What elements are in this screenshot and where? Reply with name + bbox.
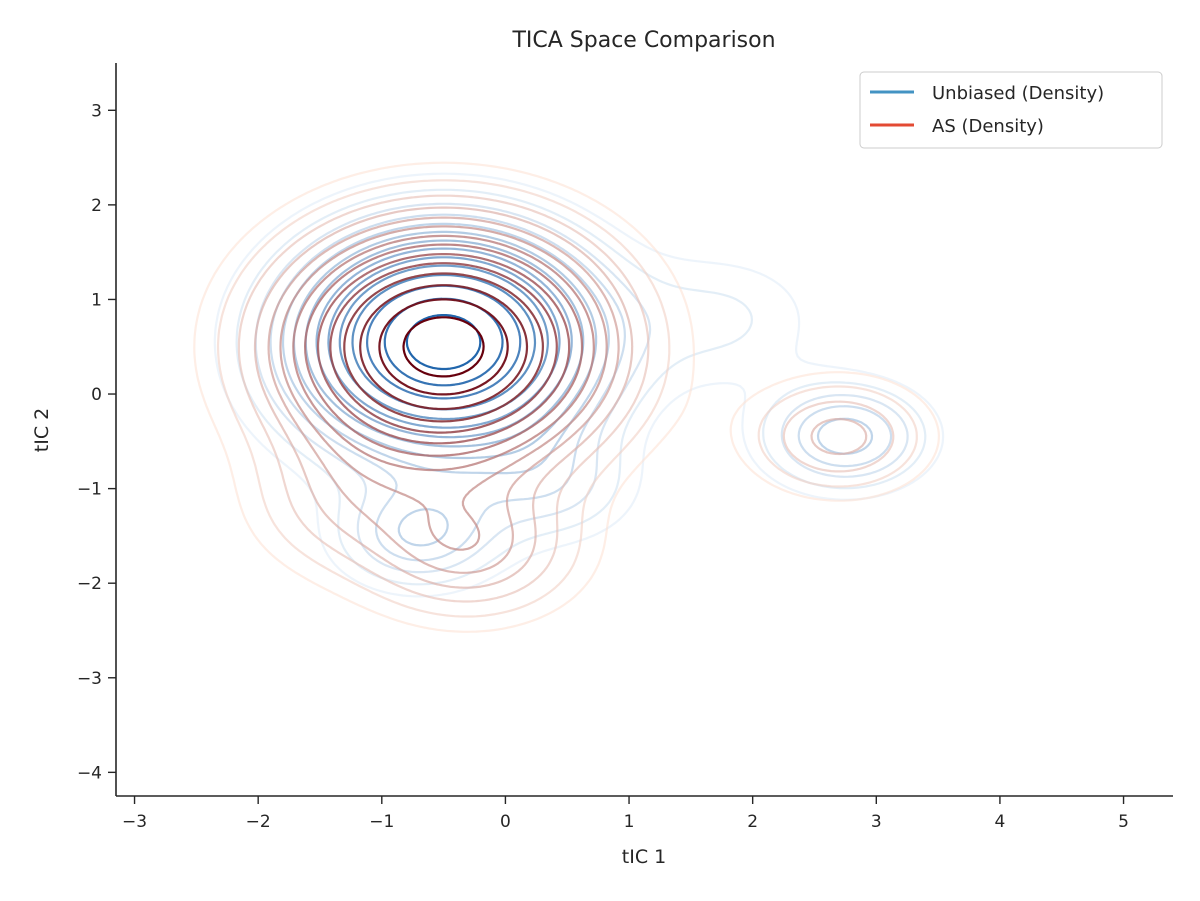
- contour-layer: [193, 161, 945, 633]
- contour-as-level-12: [378, 298, 509, 396]
- contour-as-level-11: [359, 284, 529, 411]
- contour-as-level-6: [292, 234, 595, 472]
- legend-label-unbiased: Unbiased (Density): [932, 83, 1104, 104]
- legend-label-as: AS (Density): [932, 116, 1044, 137]
- y-tick-label: 3: [91, 101, 102, 121]
- x-tick-label: 2: [747, 812, 758, 832]
- y-tick-label: −1: [77, 480, 102, 500]
- y-tick-label: 2: [91, 196, 102, 216]
- legend-box: [859, 71, 1163, 149]
- legend: Unbiased (Density) AS (Density): [859, 71, 1163, 149]
- x-tick-label: 5: [1118, 812, 1129, 832]
- x-ticks: −3 −2 −1 0 1 2 3 4 5: [122, 796, 1129, 832]
- contour-as-level-7: [304, 243, 584, 457]
- contour-as-level-10: [343, 272, 544, 423]
- contour-as-level-2: [237, 194, 895, 603]
- y-ticks: −4 −3 −2 −1 0 1 2 3: [77, 101, 116, 783]
- contour-as-level-1: [216, 179, 918, 618]
- contour-unbiased-level-3: [269, 213, 893, 562]
- y-tick-label: 0: [91, 385, 102, 405]
- contour-as-level-5: [279, 225, 608, 551]
- y-tick-label: 1: [91, 290, 102, 310]
- contour-as-level-8: [316, 253, 571, 445]
- contour-as-level-0: [193, 161, 940, 633]
- y-tick-label: −4: [77, 763, 102, 783]
- contour-as-level-3: [253, 206, 868, 589]
- chart-title: TICA Space Comparison: [511, 28, 775, 53]
- contour-unbiased-level-8: [327, 256, 561, 429]
- y-tick-label: −3: [77, 669, 102, 689]
- x-axis-label: tIC 1: [622, 846, 666, 868]
- y-axis-label: tIC 2: [31, 408, 53, 452]
- x-tick-label: −1: [369, 812, 394, 832]
- contour-unbiased-level-0: [213, 172, 945, 598]
- x-tick-label: 0: [500, 812, 511, 832]
- x-tick-label: −3: [122, 812, 147, 832]
- x-tick-label: 4: [995, 812, 1006, 832]
- contour-as-level-13: [402, 316, 485, 378]
- contour-as-level-4: [267, 216, 620, 574]
- contour-unbiased-level-6: [304, 239, 585, 448]
- x-tick-label: 1: [624, 812, 635, 832]
- x-tick-label: 3: [871, 812, 882, 832]
- contour-as-level-9: [329, 262, 558, 434]
- y-tick-label: −2: [77, 574, 102, 594]
- contour-unbiased-level-1: [235, 188, 927, 586]
- contour-unbiased-level-11: [366, 284, 522, 400]
- x-tick-label: −2: [246, 812, 271, 832]
